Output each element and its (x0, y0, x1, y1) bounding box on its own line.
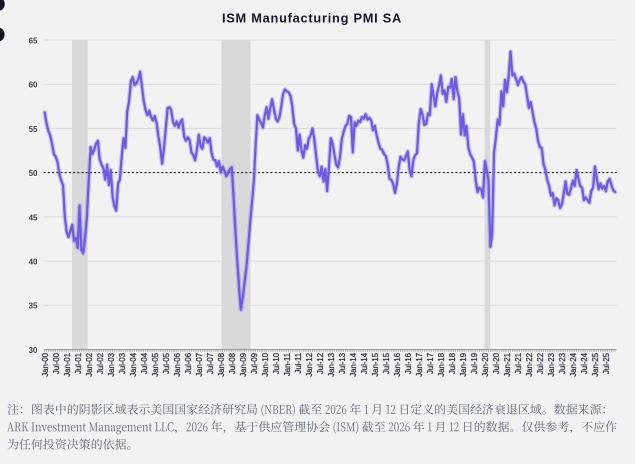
svg-text:60: 60 (29, 81, 38, 90)
svg-text:Jul-14: Jul-14 (360, 352, 369, 374)
svg-text:Jul-23: Jul-23 (558, 353, 567, 374)
svg-text:Jan-24: Jan-24 (569, 352, 578, 377)
svg-text:Jan-17: Jan-17 (415, 353, 424, 377)
svg-text:Jan-10: Jan-10 (261, 352, 270, 377)
svg-text:Jan-23: Jan-23 (547, 353, 556, 377)
svg-text:Jan-07: Jan-07 (195, 353, 204, 377)
svg-text:Jan-11: Jan-11 (283, 353, 292, 376)
svg-text:55: 55 (29, 125, 38, 134)
svg-text:Jul-18: Jul-18 (448, 353, 457, 374)
svg-text:Jul-07: Jul-07 (206, 353, 215, 374)
svg-text:Jan-06: Jan-06 (173, 353, 182, 377)
svg-text:Jul-16: Jul-16 (404, 353, 413, 374)
svg-text:ISM Manufacturing PMI SA: ISM Manufacturing PMI SA (222, 10, 402, 25)
svg-text:Jan-19: Jan-19 (459, 353, 468, 377)
svg-text:Jul-09: Jul-09 (250, 353, 259, 374)
svg-text:Jul-01: Jul-01 (74, 353, 83, 374)
svg-text:Jan-05: Jan-05 (151, 352, 160, 377)
svg-text:Jul-08: Jul-08 (228, 353, 237, 374)
svg-text:35: 35 (29, 302, 38, 311)
svg-text:Jul-15: Jul-15 (382, 352, 391, 374)
svg-text:Jan-12: Jan-12 (305, 353, 314, 377)
svg-text:Jan-04: Jan-04 (129, 352, 138, 377)
svg-text:Jan-09: Jan-09 (239, 353, 248, 377)
svg-text:Jul-21: Jul-21 (514, 353, 523, 374)
svg-text:Jul-04: Jul-04 (140, 352, 149, 374)
svg-text:Jan-25: Jan-25 (591, 352, 600, 377)
svg-text:Jul-22: Jul-22 (536, 353, 545, 374)
svg-text:40: 40 (29, 258, 38, 267)
svg-text:Jan-20: Jan-20 (481, 352, 490, 377)
svg-text:Jul-02: Jul-02 (96, 353, 105, 374)
svg-text:Jul-24: Jul-24 (580, 352, 589, 374)
svg-text:Jan-02: Jan-02 (85, 353, 94, 377)
svg-text:Jan-14: Jan-14 (349, 352, 358, 377)
svg-text:Jul-25: Jul-25 (602, 352, 611, 374)
svg-text:Jul-17: Jul-17 (426, 353, 435, 374)
svg-text:Jan-01: Jan-01 (63, 353, 72, 377)
svg-text:Jan-16: Jan-16 (393, 353, 402, 377)
svg-text:Jul-11: Jul-11 (294, 353, 303, 374)
svg-text:30: 30 (29, 346, 38, 355)
svg-text:Jan-00: Jan-00 (41, 352, 50, 377)
svg-text:Jan-18: Jan-18 (437, 353, 446, 377)
svg-text:Jul-03: Jul-03 (118, 353, 127, 374)
svg-text:Jan-15: Jan-15 (371, 352, 380, 377)
svg-text:Jan-21: Jan-21 (503, 353, 512, 377)
svg-text:Jan-22: Jan-22 (525, 353, 534, 377)
svg-text:Jul-05: Jul-05 (162, 352, 171, 374)
svg-text:Jul-00: Jul-00 (52, 352, 61, 374)
svg-text:Jul-12: Jul-12 (316, 353, 325, 374)
svg-text:Jan-03: Jan-03 (107, 353, 116, 377)
svg-text:Jul-13: Jul-13 (338, 353, 347, 374)
svg-text:Jul-20: Jul-20 (492, 352, 501, 374)
svg-text:Jan-08: Jan-08 (217, 353, 226, 377)
svg-text:Jul-06: Jul-06 (184, 353, 193, 374)
svg-text:Jan-13: Jan-13 (327, 353, 336, 377)
svg-text:Jul-10: Jul-10 (272, 352, 281, 374)
svg-text:65: 65 (29, 36, 38, 45)
svg-text:45: 45 (29, 213, 38, 222)
svg-text:Jul-19: Jul-19 (470, 353, 479, 374)
svg-text:50: 50 (29, 169, 38, 178)
